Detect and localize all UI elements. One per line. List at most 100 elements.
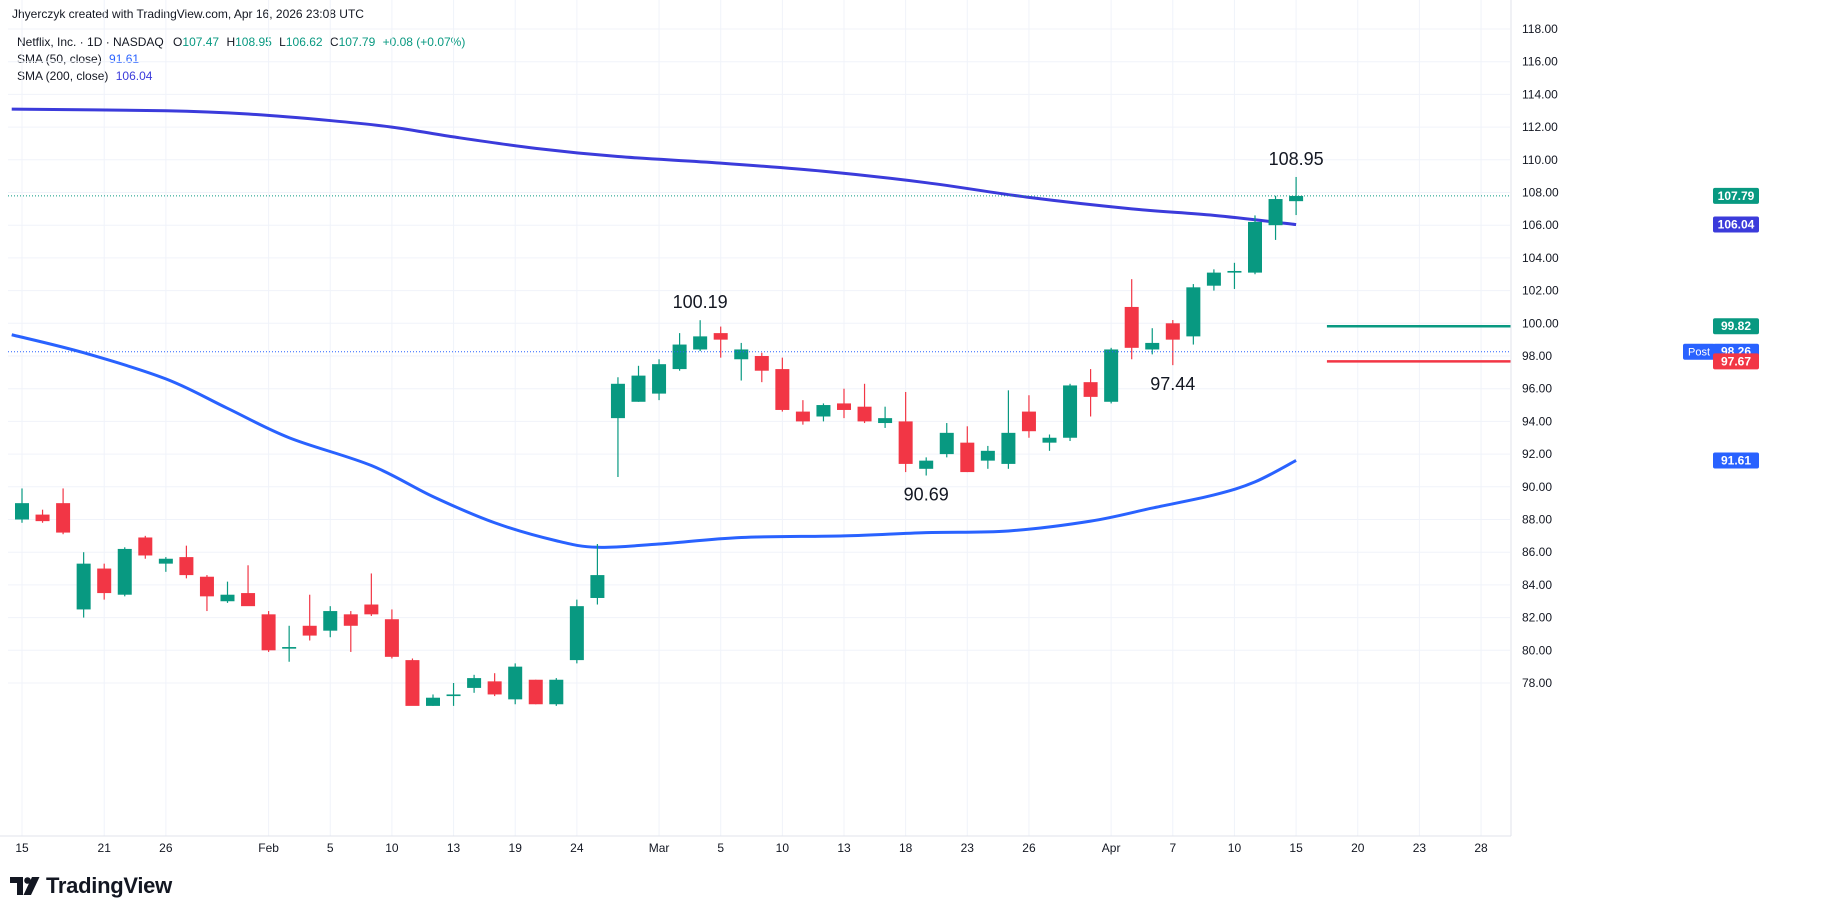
candle: [282, 625, 297, 662]
price-badge: [1713, 187, 1759, 204]
chart-legend: Netflix, Inc. · 1D · NASDAQ O107.47 H108…: [17, 34, 465, 85]
candle-body: [508, 666, 523, 700]
x-tick-label: 23: [1413, 841, 1427, 855]
candle-body: [919, 460, 934, 469]
candle-body: [1248, 221, 1262, 273]
sma200-row[interactable]: SMA (200, close) 106.04: [17, 68, 465, 85]
candle-body: [816, 405, 831, 417]
price-badge: [1713, 318, 1759, 335]
candle-body: [857, 406, 872, 422]
candle: [1186, 284, 1201, 345]
candle: [158, 557, 173, 572]
candle-body: [15, 503, 29, 520]
y-tick-label: 84.00: [1522, 578, 1552, 592]
x-tick-label: 7: [1169, 841, 1176, 855]
y-tick-label: 96.00: [1522, 382, 1552, 396]
x-tick-label: 28: [1474, 841, 1488, 855]
price-axis[interactable]: 78.00 80.00 82.00 84.00 86.00 88.00 90.00 92.00…: [1510, 0, 1759, 836]
candle: [138, 535, 153, 559]
candle-body: [1124, 306, 1139, 348]
price-badge-label: 107.79: [1718, 189, 1755, 203]
candle: [97, 563, 112, 600]
candle-body: [980, 450, 995, 461]
candle-body: [138, 537, 153, 556]
price-chart[interactable]: 100.19 90.69 97.44 108.95 78.00 80.00 82.00 84…: [0, 0, 1835, 860]
sma-badge-label: 91.61: [1721, 453, 1751, 467]
candle: [323, 606, 338, 638]
candle-body: [487, 681, 502, 695]
x-tick-label: 15: [15, 841, 29, 855]
candle-body: [261, 614, 276, 651]
tradingview-brand[interactable]: TradingView: [10, 873, 172, 899]
candle-body: [631, 375, 646, 402]
candle: [467, 674, 482, 693]
low-value: 106.62: [285, 35, 323, 49]
sma50-value: 91.61: [109, 52, 140, 66]
sma200-line: [11, 107, 1297, 227]
y-tick-label: 90.00: [1522, 480, 1552, 494]
y-tick-label: 106.00: [1522, 218, 1559, 232]
candle: [980, 445, 995, 469]
candle-body: [343, 614, 358, 626]
price-annotation: 97.44: [1150, 374, 1195, 394]
high-value: 108.95: [235, 35, 272, 49]
candle: [816, 403, 831, 422]
candle: [405, 658, 420, 706]
candle: [898, 391, 913, 473]
brand-name: TradingView: [46, 873, 172, 898]
sma-badge: [1713, 452, 1759, 469]
sma200-value: 106.04: [115, 69, 153, 83]
candle-body: [610, 383, 625, 419]
price-annotation: 100.19: [673, 292, 728, 312]
candle-body: [652, 364, 667, 394]
candle: [857, 383, 872, 424]
sma50-row[interactable]: SMA (50, close) 91.61: [17, 51, 465, 68]
candle-body: [837, 403, 851, 410]
x-tick-label: 20: [1351, 841, 1365, 855]
time-axis[interactable]: 15 21 26 Feb 5 10 13 19 24 Mar 5 10 13 18 23 26 Apr 7 10 15…: [0, 835, 1511, 855]
candle-body: [179, 557, 194, 576]
y-tick-label: 114.00: [1522, 87, 1558, 101]
candle-body: [1268, 199, 1283, 226]
price-badge-label: 97.67: [1721, 354, 1751, 368]
candle: [241, 565, 256, 607]
candle: [672, 333, 687, 371]
candle: [1145, 328, 1160, 355]
candle-body: [364, 604, 379, 615]
candle-body: [939, 432, 954, 455]
candle: [960, 426, 975, 473]
candle: [220, 581, 235, 603]
candle: [693, 320, 708, 352]
candles: [15, 176, 1304, 706]
candle-body: [734, 349, 749, 360]
candle: [426, 694, 440, 706]
candle: [1124, 279, 1139, 360]
candle-body: [713, 333, 728, 340]
candle: [56, 488, 71, 535]
candle-body: [795, 411, 810, 422]
y-tick-label: 118.00: [1522, 22, 1558, 36]
candle: [1289, 176, 1304, 216]
price-lines: [8, 195, 1511, 363]
symbol-row[interactable]: Netflix, Inc. · 1D · NASDAQ O107.47 H108…: [17, 34, 465, 51]
post-tag-label: Post: [1688, 347, 1710, 359]
candle-body: [672, 344, 687, 370]
candle: [1104, 347, 1119, 404]
candle-body: [898, 421, 913, 464]
candle-body: [117, 548, 132, 595]
candle: [775, 357, 790, 412]
price-annotation: 108.95: [1269, 149, 1324, 169]
candle-body: [282, 647, 297, 649]
candle-body: [220, 594, 235, 602]
x-tick-label: 10: [385, 841, 399, 855]
price-annotation: 90.69: [904, 485, 949, 505]
candle: [446, 683, 461, 706]
candle: [734, 342, 749, 381]
x-tick-label: 13: [837, 841, 851, 855]
candle-body: [1063, 385, 1078, 438]
y-tick-label: 98.00: [1522, 349, 1552, 363]
candle-body: [569, 606, 584, 661]
high-label: H: [226, 35, 236, 49]
candle-body: [1145, 342, 1160, 350]
y-tick-label: 82.00: [1522, 611, 1552, 625]
